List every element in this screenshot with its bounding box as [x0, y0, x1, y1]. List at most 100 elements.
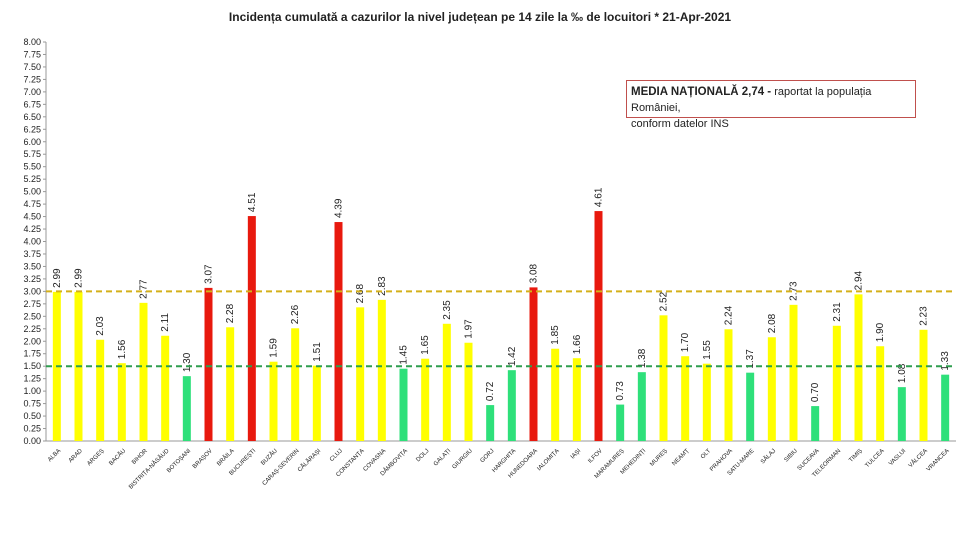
y-tick-label: 3.50 — [23, 261, 41, 271]
value-label: 1.38 — [637, 348, 648, 368]
bar — [226, 327, 235, 441]
y-tick-label: 6.00 — [23, 137, 41, 147]
bar — [811, 406, 820, 441]
y-tick-label: 2.50 — [23, 311, 41, 321]
value-label: 2.73 — [789, 281, 800, 301]
category-label: SĂLAJ — [759, 447, 777, 465]
category-label: GIURGIU — [452, 448, 474, 470]
bar — [832, 325, 841, 441]
bar — [421, 358, 430, 441]
category-label: GALAȚI — [433, 448, 453, 468]
category-label: MUREȘ — [649, 448, 669, 468]
bar — [789, 304, 798, 441]
value-label: 2.24 — [724, 305, 735, 325]
bar — [377, 299, 386, 441]
y-tick-label: 7.25 — [23, 74, 41, 84]
value-label: 2.83 — [377, 276, 388, 296]
bar — [551, 348, 560, 441]
value-label: 2.08 — [767, 313, 778, 333]
value-label: 1.59 — [269, 338, 280, 358]
category-label: ARGEȘ — [86, 448, 105, 467]
value-label: 1.66 — [572, 334, 583, 354]
y-tick-label: 4.75 — [23, 199, 41, 209]
value-label: 0.73 — [615, 381, 626, 401]
y-tick-label: 1.75 — [23, 349, 41, 359]
value-label: 2.35 — [442, 300, 453, 320]
category-label: IAȘI — [570, 448, 582, 460]
chart-title: Incidența cumulată a cazurilor la nivel … — [228, 10, 732, 24]
bar — [442, 323, 451, 441]
bar — [269, 361, 278, 441]
category-label: ARAD — [68, 448, 85, 465]
y-tick-label: 1.50 — [23, 361, 41, 371]
bar — [139, 302, 148, 441]
y-tick-label: 3.75 — [23, 249, 41, 259]
bar — [572, 358, 581, 441]
bar — [659, 315, 668, 441]
y-tick-label: 4.25 — [23, 224, 41, 234]
value-label: 1.30 — [182, 352, 193, 372]
value-label: 0.72 — [485, 381, 496, 401]
bar — [702, 363, 711, 441]
y-tick-label: 0.25 — [23, 424, 41, 434]
bar — [637, 372, 646, 441]
y-tick-label: 6.25 — [23, 124, 41, 134]
value-label: 4.51 — [247, 192, 258, 212]
national-average-note: MEDIA NAȚIONALĂ 2,74 - raportat la popul… — [626, 80, 916, 130]
category-label: IALOMIȚA — [537, 448, 561, 472]
y-tick-label: 3.00 — [23, 286, 41, 296]
y-tick-label: 6.75 — [23, 99, 41, 109]
category-label: BIHOR — [131, 448, 149, 466]
bar — [161, 335, 170, 441]
value-label: 1.56 — [117, 339, 128, 359]
bar — [312, 365, 321, 441]
bar — [897, 387, 906, 441]
category-label: VRANCEA — [926, 448, 951, 473]
y-tick-label: 6.50 — [23, 112, 41, 122]
value-label: 2.23 — [919, 306, 930, 326]
bar — [334, 222, 343, 441]
value-label: 2.52 — [659, 291, 670, 311]
value-label: 1.33 — [940, 351, 951, 371]
category-label: VASLUI — [888, 448, 907, 467]
value-label: 1.55 — [702, 340, 713, 360]
y-tick-label: 0.50 — [23, 411, 41, 421]
value-label: 2.26 — [290, 304, 301, 324]
national-average-value: MEDIA NAȚIONALĂ 2,74 - — [631, 86, 772, 98]
national-average-source: conform datelor INS — [631, 118, 729, 130]
bar — [876, 346, 885, 441]
y-tick-label: 5.00 — [23, 187, 41, 197]
y-tick-label: 5.50 — [23, 162, 41, 172]
y-tick-label: 7.00 — [23, 87, 41, 97]
category-label: CLUJ — [329, 448, 344, 463]
value-label: 4.61 — [594, 187, 605, 207]
y-tick-label: 5.25 — [23, 174, 41, 184]
category-label: BRĂILA — [216, 447, 236, 467]
y-tick-label: 4.00 — [23, 237, 41, 247]
value-label: 1.65 — [420, 335, 431, 355]
category-label: BUZĂU — [260, 447, 279, 466]
national-average-text: raportat la populația României, — [631, 86, 872, 114]
value-label: 1.45 — [399, 345, 410, 365]
y-tick-label: 1.25 — [23, 374, 41, 384]
category-label: ILFOV — [587, 448, 604, 465]
value-label: 1.90 — [875, 322, 886, 342]
value-label: 3.08 — [529, 263, 540, 283]
value-label: 2.99 — [52, 268, 63, 288]
bar — [854, 294, 863, 441]
bar — [464, 342, 473, 441]
bar — [486, 405, 495, 441]
category-label: TULCEA — [865, 448, 886, 469]
value-label: 2.77 — [139, 279, 150, 299]
value-label: 2.11 — [160, 313, 171, 332]
value-label: 2.99 — [74, 268, 85, 288]
value-label: 2.28 — [225, 303, 236, 323]
bar — [182, 376, 191, 441]
category-label: CĂLĂRAȘI — [296, 447, 322, 473]
value-label: 2.31 — [832, 302, 843, 322]
y-tick-label: 3.25 — [23, 274, 41, 284]
category-label: BACĂU — [108, 447, 128, 467]
value-label: 1.97 — [464, 319, 475, 339]
bar — [941, 374, 950, 441]
